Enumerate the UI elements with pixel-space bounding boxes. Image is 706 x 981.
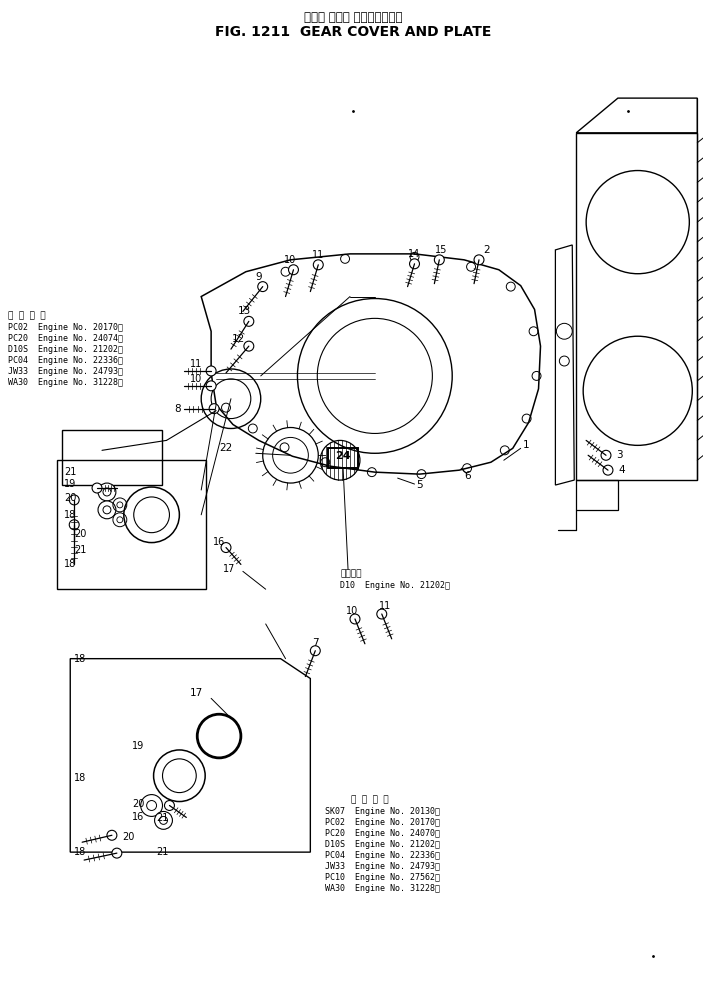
Text: 16: 16 bbox=[132, 812, 144, 822]
Text: FIG. 1211  GEAR COVER AND PLATE: FIG. 1211 GEAR COVER AND PLATE bbox=[215, 25, 491, 38]
Text: PC02  Engine No. 20170～: PC02 Engine No. 20170～ bbox=[325, 818, 441, 827]
Circle shape bbox=[244, 341, 253, 351]
Circle shape bbox=[350, 614, 360, 624]
Bar bbox=[57, 460, 206, 590]
Text: 16: 16 bbox=[213, 537, 225, 546]
Circle shape bbox=[206, 366, 216, 376]
Text: 20: 20 bbox=[122, 832, 134, 843]
Circle shape bbox=[244, 317, 253, 327]
Circle shape bbox=[107, 830, 117, 840]
Text: 18: 18 bbox=[64, 559, 76, 569]
Text: 18: 18 bbox=[74, 773, 86, 783]
Text: 適 用 号 機: 適 用 号 機 bbox=[8, 311, 45, 321]
Circle shape bbox=[601, 450, 611, 460]
Text: 8: 8 bbox=[174, 403, 181, 414]
Circle shape bbox=[311, 645, 321, 655]
Text: 2: 2 bbox=[484, 245, 490, 255]
Text: 17: 17 bbox=[190, 689, 203, 698]
Circle shape bbox=[603, 465, 613, 475]
Text: 19: 19 bbox=[64, 479, 76, 490]
Text: PC04  Engine No. 22336～: PC04 Engine No. 22336～ bbox=[325, 852, 441, 860]
Text: 20: 20 bbox=[64, 492, 77, 503]
Text: 6: 6 bbox=[464, 471, 470, 481]
Text: D10  Engine No. 21202～: D10 Engine No. 21202～ bbox=[340, 582, 450, 591]
Text: 20: 20 bbox=[74, 529, 87, 539]
Text: 11: 11 bbox=[190, 359, 203, 369]
Circle shape bbox=[112, 849, 122, 858]
Circle shape bbox=[221, 542, 231, 552]
Text: 24: 24 bbox=[335, 451, 351, 461]
Text: D10S  Engine No. 21202～: D10S Engine No. 21202～ bbox=[325, 840, 441, 850]
Circle shape bbox=[289, 265, 299, 275]
Circle shape bbox=[98, 501, 116, 519]
Circle shape bbox=[69, 495, 79, 505]
Text: 11: 11 bbox=[378, 601, 391, 611]
Circle shape bbox=[434, 255, 444, 265]
Circle shape bbox=[69, 520, 79, 530]
Text: JW33  Engine No. 24793～: JW33 Engine No. 24793～ bbox=[325, 862, 441, 871]
Circle shape bbox=[377, 609, 387, 619]
Text: 12: 12 bbox=[232, 335, 246, 344]
Text: 21: 21 bbox=[157, 848, 169, 857]
Text: 适用号機: 适用号機 bbox=[340, 569, 361, 579]
Text: 10: 10 bbox=[346, 606, 358, 616]
Circle shape bbox=[209, 404, 219, 414]
Circle shape bbox=[409, 259, 419, 269]
Text: 20: 20 bbox=[132, 799, 144, 808]
Text: 4: 4 bbox=[618, 465, 626, 475]
Circle shape bbox=[155, 811, 172, 829]
Circle shape bbox=[98, 483, 116, 501]
Bar bbox=[328, 448, 358, 468]
Text: 13: 13 bbox=[238, 306, 251, 317]
Text: 11: 11 bbox=[312, 250, 324, 260]
Text: 22: 22 bbox=[220, 443, 233, 453]
Text: 18: 18 bbox=[74, 848, 86, 857]
Text: 適 用 号 機: 適 用 号 機 bbox=[351, 796, 389, 804]
Text: PC20  Engine No. 24070～: PC20 Engine No. 24070～ bbox=[325, 829, 441, 839]
Text: 19: 19 bbox=[132, 741, 144, 751]
Text: JW33  Engine No. 24793～: JW33 Engine No. 24793～ bbox=[8, 367, 123, 376]
Text: 21: 21 bbox=[157, 813, 169, 823]
Circle shape bbox=[474, 255, 484, 265]
Bar bbox=[328, 448, 358, 468]
Text: 18: 18 bbox=[74, 653, 86, 664]
Text: 10: 10 bbox=[285, 255, 297, 265]
Text: 9: 9 bbox=[256, 272, 262, 282]
Text: 21: 21 bbox=[64, 467, 77, 477]
Circle shape bbox=[164, 800, 174, 810]
Circle shape bbox=[206, 381, 216, 390]
Text: 15: 15 bbox=[435, 245, 448, 255]
Text: PC20  Engine No. 24074～: PC20 Engine No. 24074～ bbox=[8, 335, 123, 343]
Text: 7: 7 bbox=[312, 638, 318, 647]
Text: PC10  Engine No. 27562～: PC10 Engine No. 27562～ bbox=[325, 873, 441, 882]
Circle shape bbox=[258, 282, 268, 291]
Text: 5: 5 bbox=[416, 480, 423, 490]
Text: WA30  Engine No. 31228～: WA30 Engine No. 31228～ bbox=[325, 884, 441, 893]
Circle shape bbox=[92, 483, 102, 493]
Text: 18: 18 bbox=[64, 510, 76, 520]
Text: PC02  Engine No. 20170～: PC02 Engine No. 20170～ bbox=[8, 324, 123, 333]
Text: 17: 17 bbox=[223, 564, 235, 574]
Bar bbox=[62, 431, 162, 485]
Text: D10S  Engine No. 21202～: D10S Engine No. 21202～ bbox=[8, 345, 123, 354]
Text: SK07  Engine No. 20130～: SK07 Engine No. 20130～ bbox=[325, 807, 441, 816]
Text: ギヤー カバー およびプレート: ギヤー カバー およびプレート bbox=[304, 11, 402, 25]
Text: PC04  Engine No. 22336～: PC04 Engine No. 22336～ bbox=[8, 356, 123, 365]
Text: 10: 10 bbox=[190, 374, 203, 384]
Text: 1: 1 bbox=[523, 440, 530, 450]
Text: 14: 14 bbox=[408, 249, 421, 259]
Circle shape bbox=[313, 260, 323, 270]
Text: 3: 3 bbox=[616, 450, 623, 460]
Text: 21: 21 bbox=[74, 544, 87, 554]
Text: WA30  Engine No. 31228～: WA30 Engine No. 31228～ bbox=[8, 378, 123, 387]
Circle shape bbox=[140, 795, 162, 816]
